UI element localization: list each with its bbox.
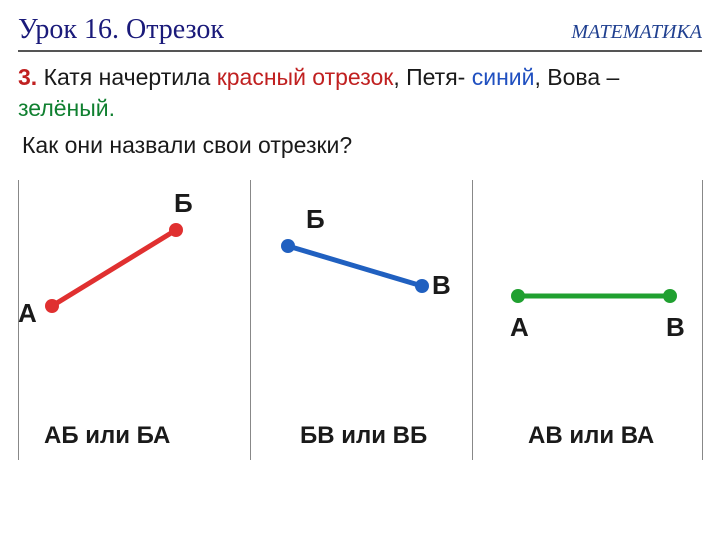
green-text: зелёный. (18, 95, 115, 121)
red-segment-answer: АБ или БА (44, 422, 170, 450)
green-segment-endpoint (511, 289, 525, 303)
header: Урок 16. Отрезок МАТЕМАТИКА (0, 0, 720, 50)
green-segment-answer: АВ или ВА (528, 422, 654, 450)
red-text: красный отрезок (217, 64, 394, 90)
segments-svg (0, 180, 720, 460)
blue-segment-endpoint (415, 279, 429, 293)
blue-segment-label-2: В (432, 270, 451, 301)
green-segment-endpoint (663, 289, 677, 303)
blue-segment-answer: БВ или ВБ (300, 422, 427, 450)
red-segment-endpoint (45, 299, 59, 313)
blue-segment-label-1: Б (306, 204, 325, 235)
red-segment-label-2: Б (174, 188, 193, 219)
title-underline (18, 50, 702, 52)
blue-segment (288, 246, 422, 286)
blue-segment-endpoint (281, 239, 295, 253)
diagram-area: А Б АБ или БА Б В БВ или ВБ А В АВ или ВА (0, 180, 720, 460)
blue-text: синий (472, 64, 535, 90)
problem-text-2: , Петя- (393, 64, 471, 90)
red-segment-label-1: А (18, 298, 37, 329)
problem-question: Как они назвали свои отрезки? (0, 124, 720, 159)
lesson-title: Урок 16. Отрезок (18, 14, 224, 46)
divider-line (472, 180, 473, 460)
red-segment (52, 230, 176, 306)
green-segment-label-2: В (666, 312, 685, 343)
problem-statement: 3. Катя начертила красный отрезок, Петя-… (0, 62, 720, 124)
problem-text-3: , Вова – (534, 64, 619, 90)
divider-line (702, 180, 703, 460)
red-segment-endpoint (169, 223, 183, 237)
problem-number: 3. (18, 64, 37, 90)
green-segment-label-1: А (510, 312, 529, 343)
subject-label: МАТЕМАТИКА (571, 21, 702, 44)
problem-text-1: Катя начертила (37, 64, 217, 90)
divider-line (250, 180, 251, 460)
